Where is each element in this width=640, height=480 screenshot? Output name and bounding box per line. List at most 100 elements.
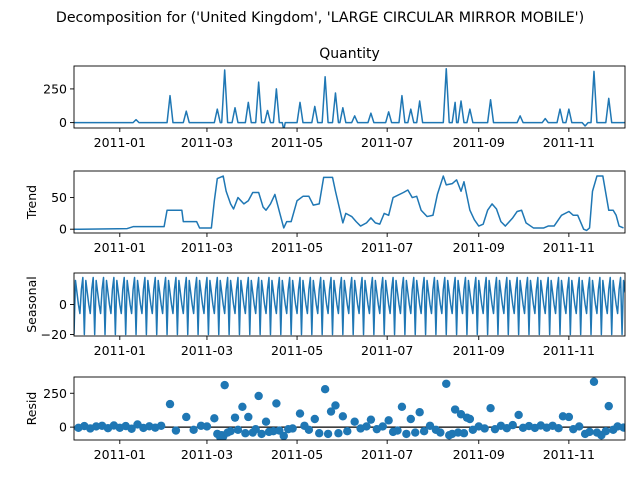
resid-point <box>459 429 469 438</box>
resid-point <box>343 426 352 436</box>
observed-x-tick-label: 2011-09 <box>453 135 505 150</box>
seasonal-x-tick-label: 2011-09 <box>453 343 505 358</box>
resid-x-tick-label: 2011-07 <box>361 447 413 462</box>
resid-point <box>450 405 460 414</box>
figure-suptitle: Decomposition for ('United Kingdom', 'LA… <box>56 10 584 26</box>
resid-point <box>257 429 266 439</box>
resid-point <box>261 417 271 426</box>
resid-axes-frame <box>73 376 626 441</box>
resid-point <box>350 417 359 426</box>
resid-point <box>384 416 393 425</box>
resid-point <box>338 412 348 421</box>
resid-point <box>238 402 247 412</box>
seasonal-y-axis-label: Seasonal <box>24 276 39 333</box>
resid-point <box>362 422 371 431</box>
resid-point <box>508 420 517 430</box>
resid-point <box>320 384 330 394</box>
seasonal-x-tick-label: 2011-07 <box>361 343 413 358</box>
observed-x-tick-label: 2011-01 <box>94 135 146 150</box>
observed-x-tick-label: 2011-07 <box>361 135 413 150</box>
observed-series-line <box>74 67 625 128</box>
seasonal-x-tick-label: 2011-05 <box>271 343 323 358</box>
resid-point <box>244 412 253 422</box>
resid-point <box>419 426 429 436</box>
resid-point <box>310 414 319 424</box>
resid-point <box>575 422 584 431</box>
observed-x-tick-label: 2011-05 <box>271 135 323 150</box>
observed-axes-frame <box>73 65 626 129</box>
resid-point <box>366 415 376 424</box>
trend-series-line <box>74 175 624 232</box>
resid-point <box>315 429 324 438</box>
resid-point <box>241 429 250 438</box>
resid-point <box>486 403 495 413</box>
observed-panel-title: Quantity <box>319 46 380 62</box>
seasonal-y-tick-label: 0 <box>59 297 67 312</box>
resid-point <box>165 399 175 409</box>
seasonal-y-tick-label: −20 <box>41 327 67 342</box>
resid-point <box>304 425 314 435</box>
seasonal-x-tick-label: 2011-01 <box>94 343 146 358</box>
resid-point <box>210 414 219 423</box>
resid-point <box>589 377 599 386</box>
resid-point <box>220 380 229 390</box>
trend-y-tick-label: 50 <box>51 190 67 205</box>
resid-point <box>295 409 305 418</box>
panel-observed: 0 250 2011-01 2011-03 2011-05 2011-07 2011-09 2… <box>43 46 626 150</box>
resid-point <box>619 423 625 432</box>
observed-y-tick-label: 250 <box>43 81 67 96</box>
resid-x-tick-label: 2011-11 <box>543 447 595 462</box>
observed-plot-area <box>74 67 625 128</box>
resid-point <box>554 424 563 433</box>
resid-point <box>425 421 435 430</box>
resid-point <box>326 407 336 416</box>
resid-point <box>323 429 333 439</box>
panel-seasonal: −20 0 2011-01 2011-03 2011-05 2011-07 2011-09 2… <box>24 272 626 358</box>
resid-point <box>406 414 415 424</box>
trend-x-tick-label: 2011-11 <box>543 240 595 255</box>
resid-point <box>442 379 451 388</box>
resid-point <box>230 413 240 422</box>
observed-x-tick-label: 2011-11 <box>543 135 595 150</box>
trend-axes-frame <box>73 170 626 234</box>
resid-point <box>514 410 523 420</box>
resid-x-tick-label: 2011-03 <box>181 447 233 462</box>
trend-x-tick-label: 2011-01 <box>94 240 146 255</box>
panel-trend: 0 50 2011-01 2011-03 2011-05 2011-07 2011-09 20… <box>24 170 626 255</box>
resid-point <box>334 429 343 438</box>
panels: 0 250 2011-01 2011-03 2011-05 2011-07 2011-09 2… <box>24 46 626 462</box>
resid-point <box>585 427 594 437</box>
trend-y-axis-label: Trend <box>24 185 39 220</box>
resid-point <box>171 426 181 435</box>
resid-point <box>156 421 166 430</box>
resid-point <box>189 425 198 435</box>
resid-point <box>251 424 260 434</box>
observed-x-tick-label: 2011-03 <box>181 135 233 150</box>
resid-x-tick-label: 2011-09 <box>453 447 505 462</box>
resid-point <box>393 426 402 435</box>
seasonal-x-tick-label: 2011-03 <box>181 343 233 358</box>
resid-point <box>331 401 340 410</box>
seasonal-plot-area <box>74 276 625 336</box>
resid-point <box>601 426 610 436</box>
resid-x-tick-label: 2011-01 <box>94 447 146 462</box>
resid-point <box>202 422 212 431</box>
resid-point <box>397 402 407 412</box>
resid-point <box>378 422 387 431</box>
resid-point <box>182 412 191 422</box>
resid-point <box>279 431 288 440</box>
resid-point <box>564 412 574 422</box>
resid-x-tick-label: 2011-05 <box>271 447 323 462</box>
resid-point <box>288 424 297 433</box>
resid-plot-area <box>74 377 625 440</box>
trend-x-tick-label: 2011-03 <box>181 240 233 255</box>
resid-point <box>480 424 489 433</box>
resid-point <box>604 401 613 411</box>
resid-point <box>465 414 475 424</box>
observed-y-tick-label: 0 <box>59 115 67 130</box>
resid-point <box>272 399 281 408</box>
resid-y-axis-label: Resid <box>24 392 39 426</box>
resid-point <box>415 408 424 417</box>
seasonal-series-line <box>74 276 625 336</box>
